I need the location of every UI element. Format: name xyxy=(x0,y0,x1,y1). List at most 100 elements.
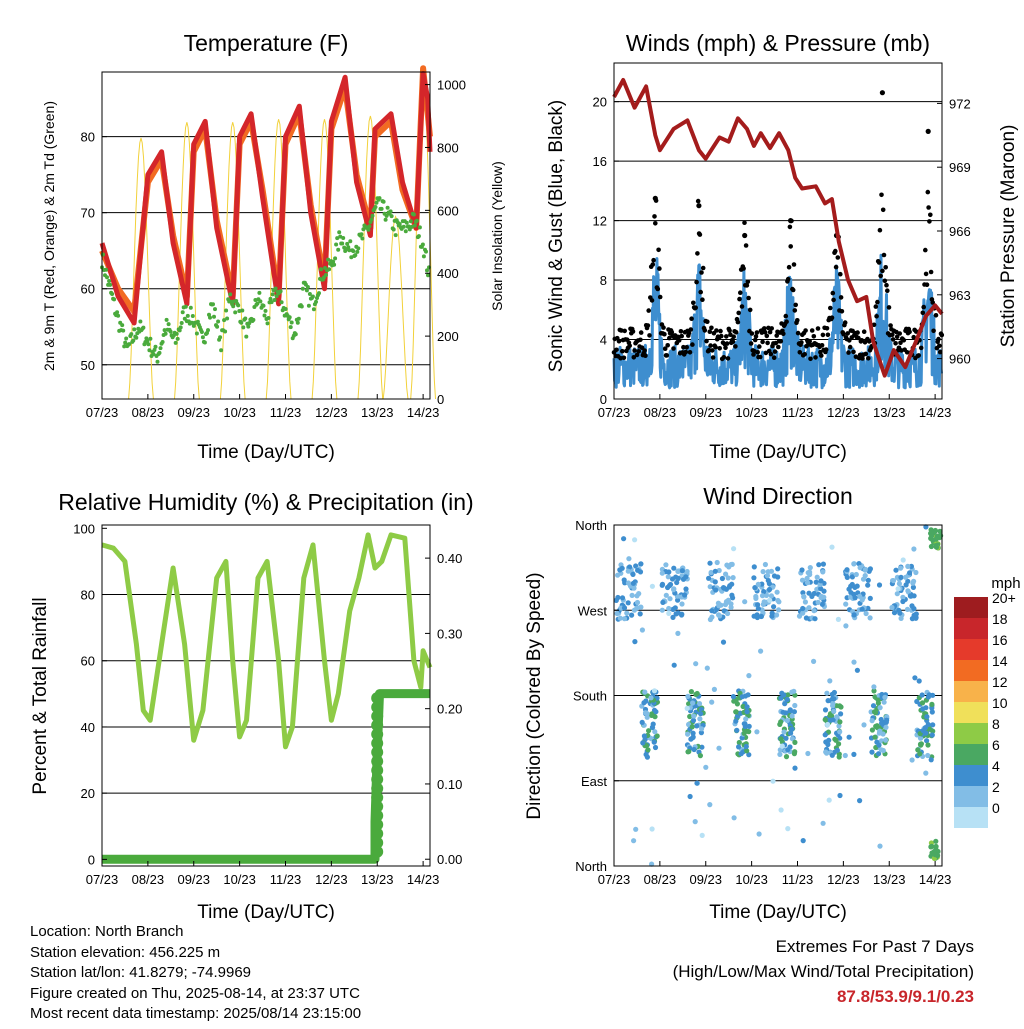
gust-point xyxy=(733,330,739,335)
gust-point xyxy=(845,331,850,336)
x-tick-label: 14/23 xyxy=(919,405,952,420)
gust-point xyxy=(936,336,941,342)
humidity-left-ticks: 0 20 40 60 80 100 xyxy=(73,521,107,867)
direction-point xyxy=(625,600,631,606)
direction-point xyxy=(800,605,806,612)
dewpoint-point xyxy=(199,330,204,334)
direction-point xyxy=(792,765,798,771)
direction-point xyxy=(791,751,798,757)
gust-point xyxy=(886,305,892,310)
dewpoint-point xyxy=(212,314,216,319)
gust-point xyxy=(764,333,770,339)
winds-y-label: Sonic Wind & Gust (Blue, Black) xyxy=(546,100,567,372)
direction-point xyxy=(923,770,929,776)
dewpoint-point xyxy=(124,336,129,341)
direction-point xyxy=(683,586,689,592)
direction-point xyxy=(761,589,767,595)
gust-point xyxy=(916,353,921,358)
dewpoint-point xyxy=(333,256,338,261)
direction-point xyxy=(634,605,640,611)
rh-line xyxy=(101,532,433,750)
gust-point xyxy=(880,268,885,274)
gust-point xyxy=(755,350,760,355)
dewpoint-point xyxy=(253,298,258,302)
direction-point xyxy=(865,605,871,611)
gust-point xyxy=(757,354,763,360)
gust-point xyxy=(875,299,880,305)
gust-point xyxy=(866,339,872,344)
precip-point xyxy=(371,710,384,723)
gust-point xyxy=(728,332,733,338)
direction-point xyxy=(638,561,644,567)
gust-point xyxy=(768,351,774,357)
direction-point xyxy=(878,716,884,723)
dewpoint-point xyxy=(425,268,429,273)
speed-legend: 0 2 4 6 8 10 12 14 16 18 20+ xyxy=(954,590,1016,828)
x-tick-label: 12/23 xyxy=(315,872,348,887)
gust-point xyxy=(928,212,933,218)
direction-point xyxy=(895,586,901,592)
direction-point xyxy=(851,612,857,618)
gust-point xyxy=(646,308,651,313)
direction-point xyxy=(758,648,764,654)
dewpoint-point xyxy=(244,334,249,339)
dewpoint-point xyxy=(108,282,113,287)
gust-point xyxy=(860,356,865,361)
direction-point xyxy=(698,711,704,717)
legend-swatch xyxy=(954,807,988,828)
direction-point xyxy=(675,630,681,637)
direction-point xyxy=(801,593,807,600)
direction-point xyxy=(871,688,877,694)
direction-point xyxy=(723,571,729,577)
direction-point xyxy=(837,792,843,799)
direction-point xyxy=(796,613,803,619)
y-tick-label: 966 xyxy=(949,224,971,239)
direction-point xyxy=(876,742,882,748)
direction-point xyxy=(774,589,780,595)
direction-point xyxy=(698,730,705,736)
direction-point xyxy=(787,707,793,713)
direction-point xyxy=(751,575,757,581)
direction-point xyxy=(826,737,832,743)
dewpoint-point xyxy=(104,267,108,272)
gust-point xyxy=(652,214,657,219)
gust-point xyxy=(631,355,637,360)
gust-point xyxy=(797,350,803,355)
dewpoint-point xyxy=(183,304,188,309)
direction-point xyxy=(818,578,824,584)
direction-point xyxy=(754,612,760,618)
dewpoint-point xyxy=(134,335,139,340)
y-tick-label: 4 xyxy=(600,333,607,348)
direction-point xyxy=(849,581,855,588)
direction-point xyxy=(843,601,849,607)
humidity-x-ticks: 07/23 08/23 09/23 10/23 11/23 12/23 13/23 14/23 xyxy=(86,861,439,887)
station-location: Location: North Branch xyxy=(30,923,184,940)
direction-point xyxy=(614,610,620,617)
gust-point xyxy=(839,309,845,314)
dewpoint-point xyxy=(163,331,168,336)
gust-point xyxy=(842,320,848,325)
x-tick-label: 11/23 xyxy=(270,405,302,420)
direction-point xyxy=(755,602,761,608)
direction-point xyxy=(930,728,936,734)
gust-point xyxy=(815,326,821,331)
temperature-panel: Temperature (F) 50 60 70 80 0 200 400 600 800 10… xyxy=(41,30,505,463)
y-tick-label: West xyxy=(578,603,608,618)
direction-point xyxy=(633,826,639,832)
dewpoint-point xyxy=(174,331,179,336)
gust-point xyxy=(927,219,932,224)
direction-point xyxy=(649,861,655,867)
dewpoint-point xyxy=(151,352,156,357)
dewpoint-point xyxy=(283,307,288,311)
direction-point xyxy=(645,747,651,753)
gust-point xyxy=(733,344,738,349)
gust-point xyxy=(791,262,797,267)
gust-point xyxy=(897,331,902,336)
direction-point xyxy=(804,580,811,586)
x-tick-label: 12/23 xyxy=(827,872,860,887)
direction-point xyxy=(625,568,631,574)
gust-point xyxy=(880,207,886,213)
dewpoint-point xyxy=(155,359,160,364)
direction-point xyxy=(690,734,696,740)
temp-title: Temperature (F) xyxy=(184,30,349,56)
